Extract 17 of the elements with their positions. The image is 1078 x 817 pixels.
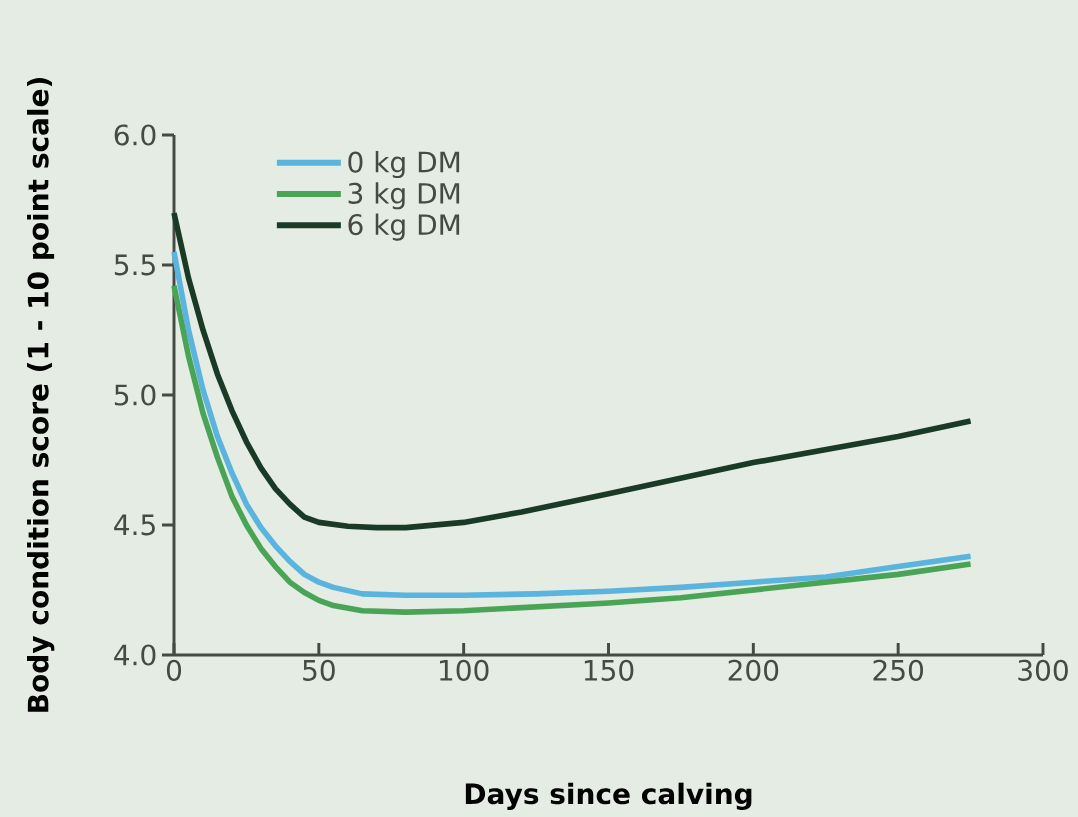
legend-label: 6 kg DM [348,213,460,241]
x-axis-title: Days since calving [465,782,752,810]
y-tick-label: 4.5 [114,514,155,536]
x-tick-label: 0 [166,659,182,681]
legend-label: 3 kg DM [348,182,460,210]
x-tick-label: 300 [1018,659,1068,681]
y-tick-label: 6.0 [114,124,156,146]
legend-label: 0 kg DM [348,151,460,179]
x-tick-label: 200 [728,659,779,681]
x-tick-label: 100 [440,659,489,681]
y-axis-title: Body condition score (1 - 10 point scale) [27,78,55,712]
x-tick-label: 250 [873,659,924,681]
x-tick-label: 50 [303,659,335,681]
y-tick-label: 5.5 [114,254,155,276]
y-tick-label: 4.0 [114,644,156,666]
x-tick-label: 150 [584,659,634,681]
y-tick-label: 5.0 [114,384,156,406]
